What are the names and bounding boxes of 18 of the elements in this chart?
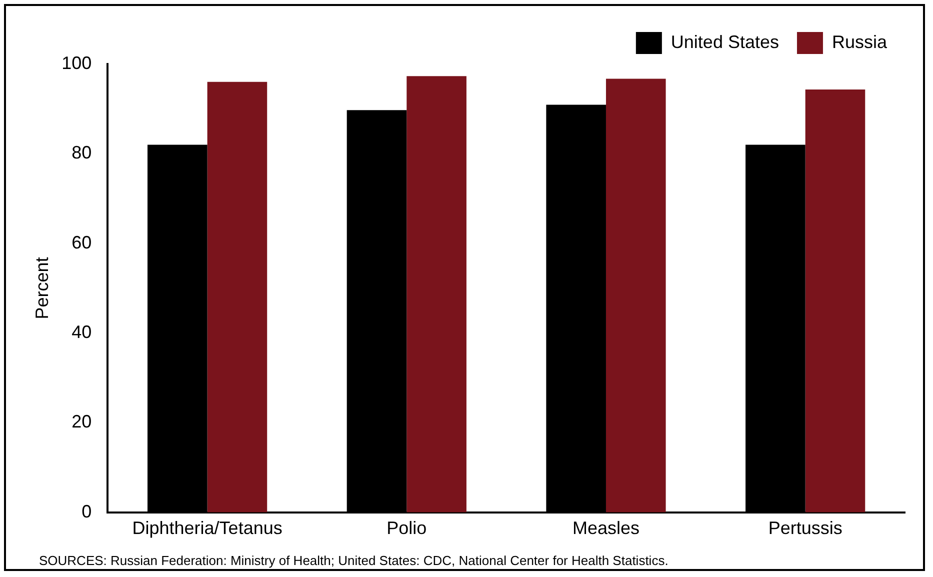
- bar: [606, 78, 666, 512]
- x-tick-label: Diphtheria/Tetanus: [132, 518, 282, 538]
- y-tick-label: 60: [72, 232, 92, 252]
- bar: [805, 90, 866, 512]
- y-tick-label: 20: [72, 412, 92, 432]
- x-tick-label: Measles: [572, 518, 640, 538]
- y-axis-title: Percent: [32, 257, 52, 320]
- y-tick-label: 100: [62, 52, 92, 73]
- legend-label: United States: [670, 32, 779, 52]
- y-tick-label: 0: [82, 501, 92, 522]
- bar: [207, 82, 268, 512]
- source-note: SOURCES: Russian Federation: Ministry of Health; United States: CDC, National Center for Health Statistics.: [39, 553, 668, 568]
- y-tick-label: 40: [72, 322, 92, 342]
- x-tick-label: Pertussis: [768, 518, 842, 538]
- legend-label: Russia: [832, 32, 888, 52]
- x-tick-label: Polio: [386, 518, 427, 538]
- y-tick-label: 80: [72, 142, 92, 163]
- bar: [406, 76, 466, 512]
